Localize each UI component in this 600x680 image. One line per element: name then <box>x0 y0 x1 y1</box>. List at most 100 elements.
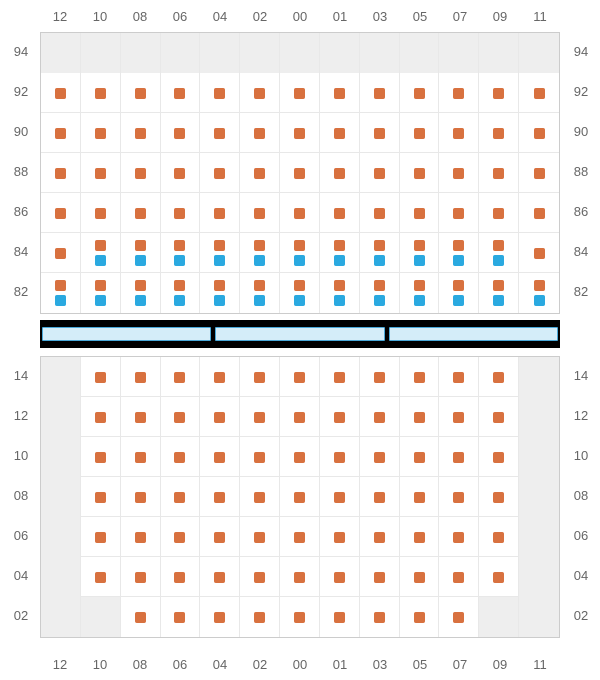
seat-cell[interactable] <box>320 437 360 477</box>
seat-cell[interactable] <box>479 437 519 477</box>
seat-cell[interactable] <box>200 153 240 193</box>
seat-cell[interactable] <box>439 273 479 313</box>
seat-cell[interactable] <box>41 113 81 153</box>
seat-cell[interactable] <box>320 113 360 153</box>
seat-cell[interactable] <box>519 73 559 113</box>
seat-cell[interactable] <box>280 113 320 153</box>
seat-cell[interactable] <box>200 397 240 437</box>
seat-cell[interactable] <box>121 73 161 113</box>
seat-cell[interactable] <box>121 437 161 477</box>
seat-cell[interactable] <box>81 477 121 517</box>
seat-cell[interactable] <box>121 477 161 517</box>
seat-cell[interactable] <box>81 557 121 597</box>
seat-cell[interactable] <box>161 397 201 437</box>
seat-cell[interactable] <box>439 193 479 233</box>
seat-cell[interactable] <box>360 437 400 477</box>
seat-cell[interactable] <box>81 193 121 233</box>
seat-cell[interactable] <box>121 233 161 273</box>
seat-cell[interactable] <box>360 73 400 113</box>
seat-cell[interactable] <box>360 557 400 597</box>
seat-cell[interactable] <box>320 597 360 637</box>
seat-cell[interactable] <box>240 153 280 193</box>
seat-cell[interactable] <box>161 193 201 233</box>
seat-cell[interactable] <box>479 357 519 397</box>
seat-cell[interactable] <box>360 193 400 233</box>
seat-cell[interactable] <box>400 517 440 557</box>
seat-cell[interactable] <box>240 437 280 477</box>
seat-cell[interactable] <box>280 517 320 557</box>
seat-cell[interactable] <box>121 273 161 313</box>
seat-cell[interactable] <box>121 113 161 153</box>
seat-cell[interactable] <box>360 153 400 193</box>
seat-cell[interactable] <box>400 273 440 313</box>
seat-cell[interactable] <box>519 193 559 233</box>
seat-cell[interactable] <box>121 193 161 233</box>
seat-cell[interactable] <box>81 397 121 437</box>
seat-cell[interactable] <box>200 233 240 273</box>
seat-cell[interactable] <box>240 193 280 233</box>
seat-cell[interactable] <box>280 437 320 477</box>
seat-cell[interactable] <box>439 357 479 397</box>
seat-cell[interactable] <box>240 477 280 517</box>
seat-cell[interactable] <box>320 73 360 113</box>
seat-cell[interactable] <box>200 477 240 517</box>
seat-cell[interactable] <box>121 597 161 637</box>
seat-cell[interactable] <box>479 73 519 113</box>
seat-cell[interactable] <box>240 517 280 557</box>
seat-cell[interactable] <box>439 397 479 437</box>
seat-cell[interactable] <box>439 73 479 113</box>
seat-cell[interactable] <box>280 557 320 597</box>
seat-cell[interactable] <box>519 153 559 193</box>
seat-cell[interactable] <box>400 477 440 517</box>
seat-cell[interactable] <box>400 233 440 273</box>
seat-cell[interactable] <box>280 397 320 437</box>
seat-cell[interactable] <box>479 557 519 597</box>
seat-cell[interactable] <box>81 357 121 397</box>
seat-cell[interactable] <box>81 73 121 113</box>
seat-cell[interactable] <box>81 517 121 557</box>
seat-cell[interactable] <box>400 153 440 193</box>
seat-cell[interactable] <box>161 557 201 597</box>
seat-cell[interactable] <box>161 113 201 153</box>
seat-cell[interactable] <box>360 113 400 153</box>
seat-cell[interactable] <box>400 73 440 113</box>
seat-cell[interactable] <box>200 113 240 153</box>
seat-cell[interactable] <box>320 517 360 557</box>
seat-cell[interactable] <box>360 233 400 273</box>
seat-cell[interactable] <box>121 557 161 597</box>
seat-cell[interactable] <box>240 597 280 637</box>
seat-cell[interactable] <box>320 557 360 597</box>
seat-cell[interactable] <box>400 597 440 637</box>
seat-cell[interactable] <box>320 477 360 517</box>
seat-cell[interactable] <box>519 273 559 313</box>
seat-cell[interactable] <box>400 357 440 397</box>
seat-cell[interactable] <box>360 477 400 517</box>
seat-cell[interactable] <box>439 113 479 153</box>
seat-cell[interactable] <box>280 193 320 233</box>
seat-cell[interactable] <box>439 153 479 193</box>
seat-cell[interactable] <box>161 73 201 113</box>
seat-cell[interactable] <box>519 113 559 153</box>
seat-cell[interactable] <box>161 153 201 193</box>
seat-cell[interactable] <box>240 233 280 273</box>
seat-cell[interactable] <box>81 153 121 193</box>
seat-cell[interactable] <box>161 437 201 477</box>
seat-cell[interactable] <box>400 193 440 233</box>
seat-cell[interactable] <box>280 73 320 113</box>
seat-cell[interactable] <box>360 357 400 397</box>
seat-cell[interactable] <box>360 597 400 637</box>
seat-cell[interactable] <box>81 233 121 273</box>
seat-cell[interactable] <box>41 273 81 313</box>
seat-cell[interactable] <box>479 113 519 153</box>
seat-cell[interactable] <box>280 233 320 273</box>
seat-cell[interactable] <box>200 437 240 477</box>
seat-cell[interactable] <box>200 273 240 313</box>
seat-cell[interactable] <box>360 517 400 557</box>
seat-cell[interactable] <box>240 397 280 437</box>
seat-cell[interactable] <box>81 437 121 477</box>
seat-cell[interactable] <box>479 477 519 517</box>
seat-cell[interactable] <box>479 273 519 313</box>
seat-cell[interactable] <box>439 517 479 557</box>
seat-cell[interactable] <box>479 397 519 437</box>
seat-cell[interactable] <box>280 597 320 637</box>
